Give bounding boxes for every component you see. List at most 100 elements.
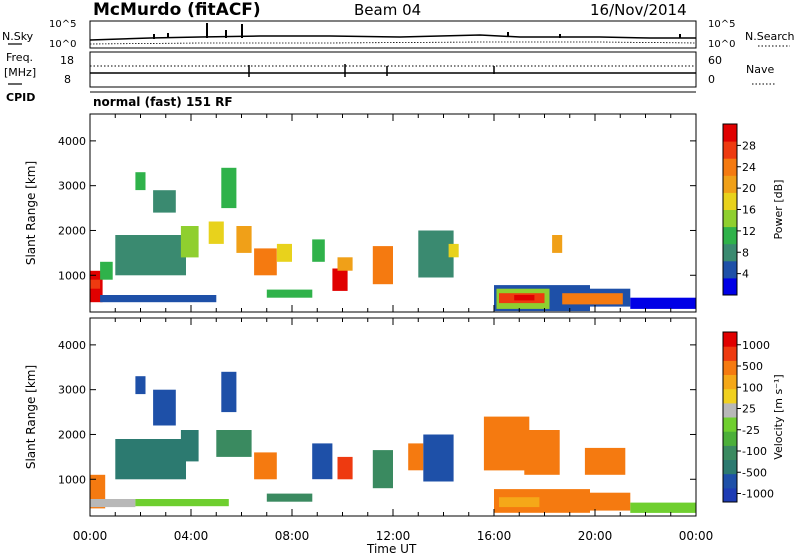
data-cell	[221, 371, 237, 413]
colorbar-segment	[723, 141, 737, 159]
colorbar-segment	[723, 388, 737, 404]
freq-unit: [MHz]	[4, 66, 36, 79]
data-cell	[216, 430, 252, 457]
data-cell	[135, 172, 146, 191]
colorbar-tick-label: 16	[742, 204, 756, 217]
noise-panel: N.Sky 10^5 10^0 10^5 10^0 N.Search	[2, 19, 795, 50]
data-cell	[276, 243, 292, 262]
data-cell	[630, 502, 696, 513]
x-tick-label: 00:00	[679, 529, 714, 543]
freq-glitches	[248, 64, 495, 77]
nave-label: Nave	[746, 63, 774, 76]
x-tick-label: 16:00	[477, 529, 512, 543]
y-axis-label: Slant Range [km]	[24, 365, 38, 469]
y-tick-label: 4000	[58, 339, 86, 352]
colorbar-segment	[723, 277, 737, 296]
data-cell	[115, 439, 186, 480]
x-tick-label: 08:00	[275, 529, 310, 543]
colorbar-segment	[723, 417, 737, 432]
colorbar-segment	[723, 445, 737, 460]
freq-panel: Freq. [MHz] CPID 18 8 60 0 Nave	[4, 51, 776, 104]
data-cell	[266, 289, 313, 298]
beam-title: Beam 04	[354, 1, 421, 19]
data-cell	[552, 235, 563, 253]
colorbar-segment	[723, 192, 737, 210]
colorbar-tick-label: 12	[742, 225, 756, 238]
data-cell	[90, 279, 101, 289]
colorbar: 4 8 12 16 20 24 28 Power [dB]	[722, 123, 785, 296]
noise-tick-bottom-right: 10^0	[708, 39, 735, 50]
colorbar-frame	[722, 331, 738, 503]
colorbar-segment	[723, 402, 737, 418]
colorbar-tick-label: 4	[742, 268, 749, 281]
colorbar-segment	[723, 332, 737, 347]
colorbar-tick-label: -25	[742, 424, 760, 437]
data-cell	[630, 297, 696, 309]
colorbar-segment	[723, 124, 737, 142]
x-tick-label: 12:00	[376, 529, 411, 543]
colorbar-segment	[723, 431, 737, 446]
y-tick-label: 4000	[58, 135, 86, 148]
data-cell	[483, 416, 530, 471]
data-cell	[90, 499, 136, 508]
colorbar-segment	[723, 158, 737, 176]
y-tick-label: 2000	[58, 224, 86, 237]
freq-tick-bottom: 8	[64, 73, 71, 86]
x-tick-label: 00:00	[73, 529, 108, 543]
data-cell	[408, 443, 424, 471]
noise-spikes	[153, 23, 681, 39]
power-panel: 1000 2000 3000 4000 Slant Range [km] 4 8 12 16 20…	[24, 113, 785, 313]
data-cell	[115, 235, 186, 276]
data-cell	[557, 492, 631, 511]
noise-tick-top-left: 10^5	[49, 19, 76, 30]
time-axis: 00:00 04:00 08:00 12:00 16:00 20:00 00:00	[73, 529, 714, 543]
data-cell	[236, 226, 252, 253]
data-cells	[90, 371, 696, 513]
noise-tick-top-right: 10^5	[708, 19, 735, 30]
data-cell	[418, 230, 454, 278]
data-cell	[254, 248, 277, 276]
colorbar-tick-label: 100	[742, 381, 763, 394]
freq-tick-top: 18	[60, 54, 74, 67]
site-title: McMurdo (fitACF)	[93, 0, 261, 20]
colorbar-segment	[723, 226, 737, 245]
colorbar-tick-label: 8	[742, 246, 749, 259]
data-cell	[312, 239, 325, 262]
y-tick-label: 3000	[58, 180, 86, 193]
data-cell	[332, 268, 348, 291]
colorbar-tick-label: 24	[742, 161, 756, 174]
cpid-label: CPID	[6, 91, 35, 104]
data-cell	[135, 376, 146, 395]
noise-tick-bottom-left: 10^0	[49, 39, 76, 50]
data-cell	[372, 246, 393, 285]
colorbar-segment	[723, 459, 737, 475]
colorbar-segment	[723, 243, 737, 262]
data-cells	[90, 167, 696, 312]
colorbar-tick-label: -1000	[742, 488, 774, 501]
colorbar-segment	[723, 360, 737, 375]
nave-tick-top: 60	[708, 54, 722, 67]
y-tick-label: 2000	[58, 428, 86, 441]
colorbar-segment	[723, 209, 737, 228]
colorbar-segment	[723, 487, 737, 503]
data-cell	[499, 497, 540, 508]
data-cell	[153, 389, 176, 426]
y-tick-label: 3000	[58, 384, 86, 397]
data-cell	[208, 221, 224, 244]
colorbar-segment	[723, 374, 737, 390]
colorbar-tick-label: 500	[742, 360, 763, 373]
data-cell	[372, 450, 393, 489]
data-cell	[221, 167, 237, 209]
data-cell	[514, 295, 535, 301]
date-title: 16/Nov/2014	[590, 1, 687, 19]
colorbar-label: Power [dB]	[772, 180, 785, 240]
y-tick-label: 1000	[58, 473, 86, 486]
noise-right-label: N.Search	[745, 30, 795, 43]
colorbar-tick-label: 20	[742, 182, 756, 195]
data-cell	[135, 499, 229, 507]
colorbar-segment	[723, 473, 737, 489]
data-cell	[153, 190, 176, 213]
noise-sky-line	[89, 34, 696, 41]
